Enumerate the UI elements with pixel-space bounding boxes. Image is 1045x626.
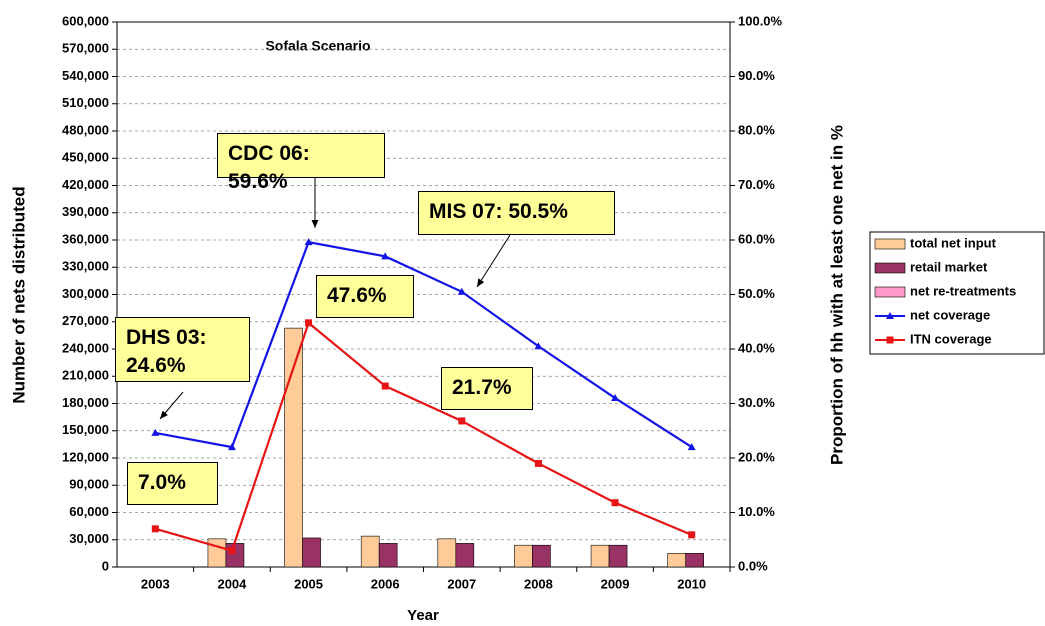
bar — [685, 553, 704, 568]
line-marker — [305, 319, 313, 327]
bar — [378, 543, 398, 568]
y-tick-label: 30,000 — [69, 531, 109, 546]
y-tick-label: 120,000 — [62, 449, 109, 464]
y-tick-label: 0 — [102, 558, 109, 573]
legend-label: retail market — [910, 259, 988, 274]
arrow-head — [160, 410, 168, 419]
y-tick-label: 450,000 — [62, 150, 109, 165]
y-axis-title: Number of nets distributed — [9, 186, 28, 403]
legend-swatch — [874, 286, 906, 298]
line-marker — [151, 525, 159, 533]
line — [155, 320, 693, 552]
bar — [514, 544, 533, 568]
bar — [608, 544, 628, 568]
legend-label: net re-treatments — [910, 283, 1016, 298]
y2-tick-label: 0.0% — [738, 558, 768, 573]
arrow-head — [477, 278, 485, 287]
y2-tick-label: 50.0% — [738, 286, 775, 301]
legend-swatch — [874, 238, 906, 250]
y-tick-label: 540,000 — [62, 68, 109, 83]
y-tick-label: 270,000 — [62, 313, 109, 328]
y2-tick-label: 100.0% — [738, 13, 783, 28]
arrow-head — [311, 220, 319, 228]
annotation: 21.7% — [441, 367, 533, 410]
bar — [225, 543, 245, 568]
line-marker — [611, 499, 619, 507]
line — [155, 240, 693, 449]
annotation: DHS 03: 24.6% — [115, 317, 250, 382]
line-marker — [534, 459, 542, 467]
line-marker — [688, 531, 696, 539]
line-marker — [886, 336, 894, 344]
bar — [207, 538, 227, 568]
annotation: 7.0% — [127, 462, 218, 505]
legend-swatch — [874, 262, 906, 274]
y-tick-label: 420,000 — [62, 177, 109, 192]
line-marker — [458, 417, 466, 425]
annotation: CDC 06: 59.6% — [217, 133, 385, 193]
line-marker — [381, 382, 389, 390]
x-tick-label: 2009 — [601, 576, 630, 591]
y2-tick-label: 40.0% — [738, 340, 775, 355]
x-axis-title: Year — [407, 607, 439, 624]
y-tick-label: 60,000 — [69, 504, 109, 519]
y2-tick-label: 30.0% — [738, 395, 775, 410]
y2-tick-label: 70.0% — [738, 177, 775, 192]
line-marker — [381, 252, 390, 260]
y-tick-label: 330,000 — [62, 259, 109, 274]
y2-tick-label: 60.0% — [738, 231, 775, 246]
line-marker — [304, 238, 313, 246]
x-tick-label: 2004 — [217, 576, 247, 591]
x-tick-label: 2006 — [371, 576, 400, 591]
y2-tick-label: 10.0% — [738, 504, 775, 519]
y-tick-label: 480,000 — [62, 122, 109, 137]
y-tick-label: 600,000 — [62, 13, 109, 28]
y-tick-label: 300,000 — [62, 286, 109, 301]
x-tick-label: 2010 — [677, 576, 706, 591]
annotation: 47.6% — [316, 275, 414, 318]
y-tick-label: 210,000 — [62, 368, 109, 383]
annotation-arrow — [476, 234, 511, 288]
line-marker — [611, 394, 620, 402]
bar — [437, 538, 457, 568]
x-tick-label: 2007 — [447, 576, 476, 591]
bar — [532, 544, 551, 568]
y-tick-label: 180,000 — [62, 395, 109, 410]
y-tick-label: 510,000 — [62, 95, 109, 110]
y-tick-label: 150,000 — [62, 422, 109, 437]
y-tick-label: 390,000 — [62, 204, 109, 219]
x-tick-label: 2008 — [524, 576, 553, 591]
bar — [667, 553, 686, 568]
bar — [360, 535, 380, 568]
line-marker — [151, 428, 160, 436]
y2-tick-label: 90.0% — [738, 68, 775, 83]
bar — [455, 543, 475, 568]
line-marker — [228, 547, 236, 555]
line-marker — [687, 443, 696, 451]
x-tick-label: 2005 — [294, 576, 323, 591]
y2-axis-title: Proportion of hh with at least one net i… — [827, 125, 846, 465]
line-marker — [457, 287, 466, 295]
y-tick-label: 240,000 — [62, 340, 109, 355]
legend-label: ITN coverage — [910, 331, 992, 346]
annotation: MIS 07: 50.5% — [418, 191, 615, 235]
y2-tick-label: 20.0% — [738, 449, 775, 464]
y2-tick-label: 80.0% — [738, 122, 775, 137]
legend-label: net coverage — [910, 307, 990, 322]
line-marker — [886, 312, 894, 319]
y-tick-label: 360,000 — [62, 231, 109, 246]
bar — [590, 544, 610, 568]
legend-label: total net input — [910, 235, 997, 250]
bar — [302, 537, 321, 568]
y-tick-label: 90,000 — [69, 477, 109, 492]
y-tick-label: 570,000 — [62, 41, 109, 56]
x-tick-label: 2003 — [141, 576, 170, 591]
bar — [284, 327, 303, 568]
chart-title: Sofala Scenario — [265, 38, 370, 54]
line-marker — [534, 342, 543, 350]
line-marker — [227, 443, 236, 451]
